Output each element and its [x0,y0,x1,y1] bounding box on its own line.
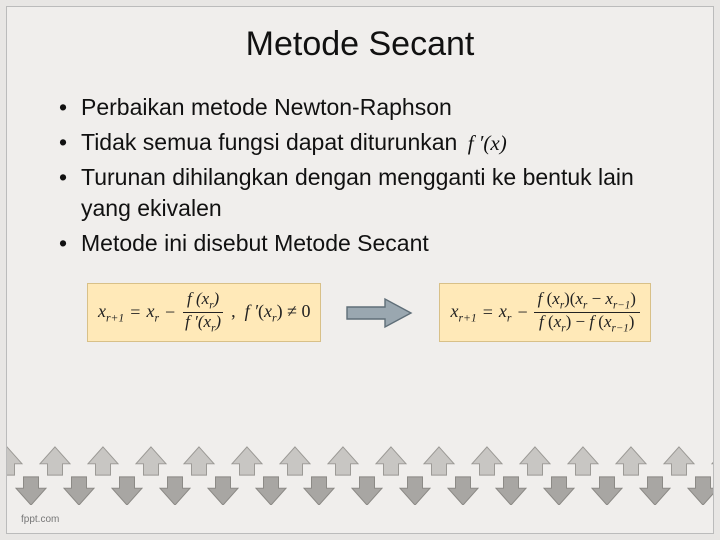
band-arrow-down-icon [11,475,51,505]
fraction: f (xr) f ′(xr) [181,290,225,335]
minus-sign: − [517,302,527,323]
band-arrow-up-icon [707,445,713,477]
band-arrow-down-icon [299,475,339,505]
band-arrow-up-icon [419,445,459,477]
fraction-den: f ′(xr) [181,313,225,335]
band-arrow-up-icon [467,445,507,477]
eq-sign: = [483,302,493,323]
band-arrow-down-icon [587,475,627,505]
bullet-text: Turunan dihilangkan dengan mengganti ke … [81,164,634,221]
list-item: Tidak semua fungsi dapat diturunkan f ′(… [57,127,673,158]
fx-lhs-sub: r+1 [106,312,124,325]
band-arrow-down-icon [59,475,99,505]
formula-secant: xr+1 = xr − f (xr)(xr − xr−1) f (xr) − f… [439,283,650,342]
band-arrow-down-icon [635,475,675,505]
band-arrow-down-icon [395,475,435,505]
band-arrow-down-icon [347,475,387,505]
fraction: f (xr)(xr − xr−1) f (xr) − f (xr−1) [534,290,640,335]
content-area: Perbaikan metode Newton-Raphson Tidak se… [7,92,713,342]
band-arrow-down-icon [203,475,243,505]
band-arrow-up-icon [323,445,363,477]
band-arrow-up-icon [515,445,555,477]
fx-lhs-sub: r+1 [458,312,476,325]
band-arrow-up-icon [611,445,651,477]
fx-xr: x [499,301,507,321]
band-arrow-up-icon [227,445,267,477]
band-arrow-up-icon [659,445,699,477]
band-arrow-up-icon [275,445,315,477]
list-item: Metode ini disebut Metode Secant [57,228,673,259]
fraction-den: f (xr) − f (xr−1) [535,313,638,335]
band-arrow-down-icon [539,475,579,505]
minus-sign: − [165,302,175,323]
band-arrow-up-icon [563,445,603,477]
slide-title: Metode Secant [7,25,713,64]
band-arrow-down-icon [443,475,483,505]
eq-sign: = [130,302,140,323]
band-arrow-up-icon [179,445,219,477]
band-arrow-up-icon [131,445,171,477]
fx-xr-sub: r [154,312,159,325]
band-arrow-up-icon [83,445,123,477]
formula-row: xr+1 = xr − f (xr) f ′(xr) , f ′(xr) ≠ 0… [57,283,673,342]
formula-newton: xr+1 = xr − f (xr) f ′(xr) , f ′(xr) ≠ 0 [87,283,321,342]
footer-credit: fppt.com [21,514,59,525]
fx-xr-sub: r [507,312,512,325]
bullet-list: Perbaikan metode Newton-Raphson Tidak se… [57,92,673,259]
band-arrow-down-icon [107,475,147,505]
band-arrow-up-icon [35,445,75,477]
band-arrow-up-icon [7,445,27,477]
condition: , f ′(xr) ≠ 0 [231,301,310,325]
band-arrow-up-icon [371,445,411,477]
list-item: Perbaikan metode Newton-Raphson [57,92,673,123]
fx-lhs: x [98,301,106,321]
band-arrow-down-icon [155,475,195,505]
fraction-num: f (xr)(xr − xr−1) [534,290,640,313]
arrow-right-icon [345,295,415,331]
band-arrow-down-icon [491,475,531,505]
bullet-text: Tidak semua fungsi dapat diturunkan [81,129,457,155]
band-arrow-down-icon [251,475,291,505]
bullet-text: Perbaikan metode Newton-Raphson [81,94,452,120]
inline-formula: f ′(x) [468,131,507,155]
decorative-arrow-band [7,445,713,505]
band-arrow-down-icon [683,475,713,505]
bullet-text: Metode ini disebut Metode Secant [81,230,429,256]
slide: Metode Secant Perbaikan metode Newton-Ra… [6,6,714,534]
list-item: Turunan dihilangkan dengan mengganti ke … [57,162,673,224]
fraction-num: f (xr) [183,290,223,313]
